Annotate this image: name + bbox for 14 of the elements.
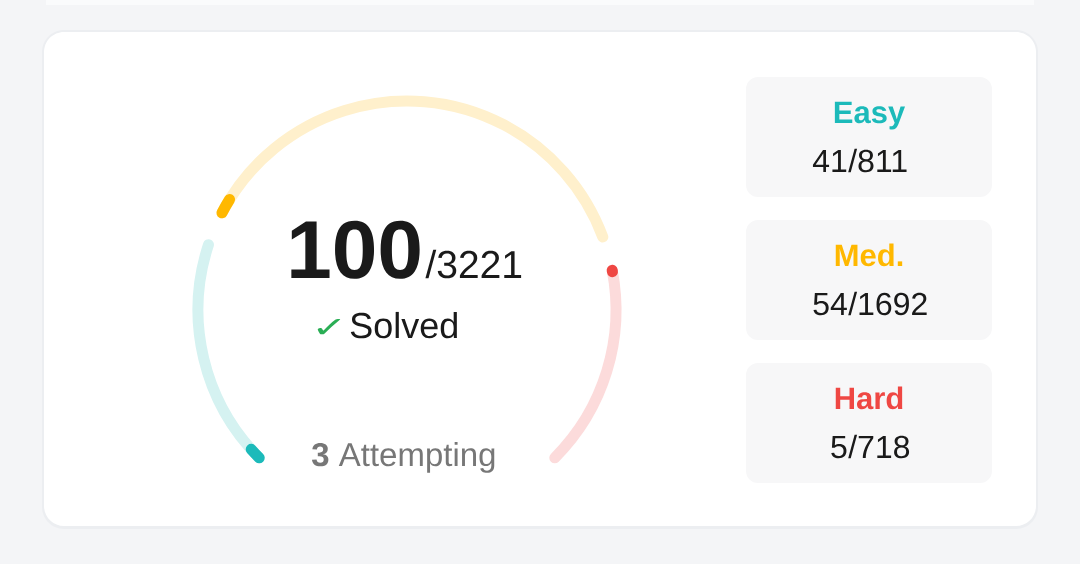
data-label: /718: [848, 434, 910, 459]
text: ✓: [317, 319, 341, 335]
text: 3 Attempting: [311, 442, 495, 473]
category-label: Hard: [835, 386, 903, 410]
data-label: 41: [812, 149, 847, 172]
data-label: /811: [848, 148, 907, 173]
data-label: 54: [813, 292, 847, 316]
data-label: 5: [831, 435, 847, 459]
text: Solved: [350, 311, 457, 339]
category-label: Med.: [835, 243, 903, 267]
text: /3221: [425, 249, 522, 279]
data-label: /1692: [848, 291, 927, 316]
category-label: Easy: [834, 101, 906, 130]
text: 100: [291, 220, 420, 279]
